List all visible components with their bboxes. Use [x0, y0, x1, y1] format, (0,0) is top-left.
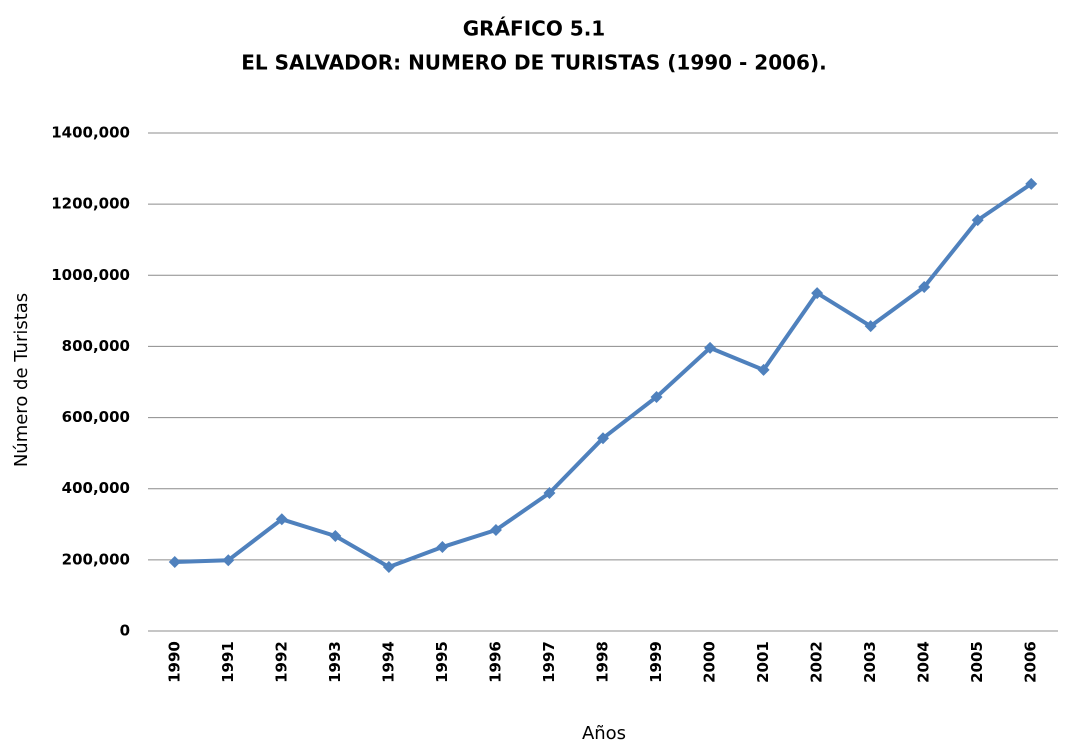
x-tick-label: 2003 [861, 641, 879, 683]
x-tick-label: 1997 [540, 641, 558, 683]
data-point [222, 554, 235, 567]
x-tick-label: 1992 [272, 641, 290, 683]
data-point [1025, 177, 1038, 190]
x-tick-label: 2005 [968, 641, 986, 683]
data-point [864, 320, 877, 333]
x-tick-label: 1995 [433, 641, 451, 683]
y-tick-label: 0 [120, 622, 130, 640]
data-point [650, 390, 663, 403]
data-point [971, 214, 984, 227]
x-axis-title: Años [582, 723, 626, 744]
data-point [543, 486, 556, 499]
x-tick-label: 1999 [647, 641, 665, 683]
data-point [597, 432, 609, 445]
data-point [382, 560, 395, 573]
y-tick-label: 1400,000 [51, 124, 130, 142]
x-tick-label: 2006 [1022, 641, 1040, 683]
x-tick-label: 2002 [808, 641, 826, 683]
chart-title: GRÁFICO 5.1 [463, 17, 605, 41]
y-tick-label: 800,000 [62, 337, 130, 355]
data-point [918, 281, 931, 294]
x-tick-label: 1994 [379, 641, 397, 683]
chart-subtitle: EL SALVADOR: NUMERO DE TURISTAS (1990 - … [241, 51, 826, 75]
x-tick-label: 1996 [486, 641, 504, 683]
data-point [168, 555, 181, 568]
y-tick-label: 200,000 [62, 550, 130, 568]
data-point [757, 363, 770, 376]
x-tick-label: 2004 [915, 641, 933, 683]
x-tick-label: 1998 [594, 641, 612, 683]
data-point [811, 287, 824, 300]
x-tick-label: 1993 [326, 641, 344, 683]
x-tick-label: 2000 [701, 641, 719, 683]
x-tick-label: 2001 [754, 641, 772, 683]
data-line [174, 182, 1033, 569]
data-point [436, 541, 449, 554]
y-tick-label: 1000,000 [51, 266, 130, 284]
x-tick-label: 1990 [165, 641, 183, 683]
data-point [489, 523, 502, 536]
y-tick-label: 1200,000 [51, 195, 130, 213]
data-point [329, 530, 342, 543]
x-tick-label: 1991 [219, 641, 237, 683]
data-point [275, 513, 288, 526]
y-tick-label: 600,000 [62, 408, 130, 426]
data-point [704, 341, 717, 354]
y-tick-label: 400,000 [62, 479, 130, 497]
y-axis-title: Número de Turistas [11, 293, 32, 467]
